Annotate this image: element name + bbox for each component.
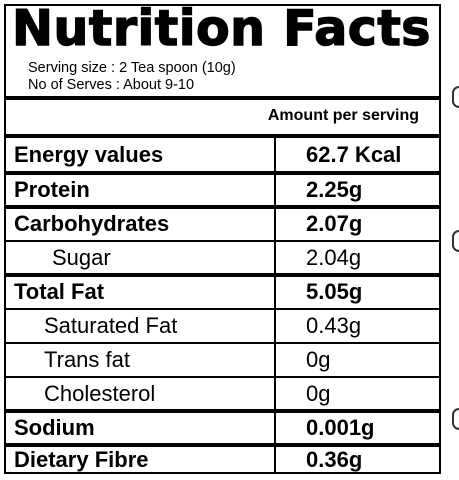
- row-divider: [6, 376, 439, 378]
- amount-divider: [6, 134, 439, 138]
- row-divider: [6, 443, 439, 447]
- nutrient-name: Trans fat: [44, 347, 130, 372]
- nutrient-row-trans-fat: Trans fat 0g: [6, 343, 439, 376]
- edge-fragment: [452, 86, 459, 108]
- nutrient-value: 0.36g: [306, 447, 363, 472]
- header-divider: [6, 96, 439, 100]
- row-divider: [6, 308, 439, 310]
- number-of-serves: No of Serves : About 9-10: [28, 77, 195, 93]
- nutrient-value: 5.05g: [306, 279, 363, 304]
- nutrient-value: 2.25g: [306, 177, 363, 202]
- nutrient-value: 0g: [306, 381, 331, 406]
- nutrition-label: Nutrition Facts Serving size : 2 Tea spo…: [4, 0, 441, 476]
- row-divider: [6, 409, 439, 413]
- nutrient-name: Saturated Fat: [44, 313, 178, 338]
- row-divider: [6, 240, 439, 242]
- serving-size: Serving size : 2 Tea spoon (10g): [28, 60, 236, 76]
- edge-fragment: [452, 230, 459, 252]
- nutrient-name: Energy values: [14, 142, 164, 167]
- nutrient-row-cholesterol: Cholesterol 0g: [6, 377, 439, 410]
- row-divider: [6, 205, 439, 209]
- row-divider: [6, 342, 439, 344]
- edge-fragment: [452, 408, 459, 430]
- nutrient-name: Sugar: [52, 245, 111, 270]
- nutrient-name: Carbohydrates: [14, 211, 170, 236]
- nutrient-value: 0.43g: [306, 313, 362, 338]
- label-title: Nutrition Facts: [11, 0, 431, 58]
- nutrient-name: Cholesterol: [44, 381, 156, 406]
- nutrient-value: 2.04g: [306, 245, 362, 270]
- row-divider: [6, 171, 439, 175]
- nutrient-row-total-fat: Total Fat 5.05g: [6, 275, 439, 308]
- nutrient-value: 0.001g: [306, 415, 375, 440]
- nutrient-row-saturated-fat: Saturated Fat 0.43g: [6, 309, 439, 342]
- amount-per-serving-header: Amount per serving: [267, 107, 419, 124]
- row-divider: [6, 273, 439, 277]
- nutrient-value: 62.7 Kcal: [306, 142, 402, 167]
- nutrient-name: Total Fat: [14, 279, 105, 304]
- nutrient-row-sugar: Sugar 2.04g: [6, 241, 439, 274]
- nutrient-row-sodium: Sodium 0.001g: [6, 411, 439, 444]
- nutrient-name: Protein: [14, 177, 90, 202]
- column-divider: [274, 136, 276, 474]
- nutrient-name: Dietary Fibre: [14, 447, 149, 472]
- nutrient-row-protein: Protein 2.25g: [6, 173, 439, 206]
- nutrient-row-energy: Energy values 62.7 Kcal: [6, 138, 439, 171]
- nutrient-row-dietary-fibre: Dietary Fibre 0.36g: [6, 443, 439, 476]
- nutrient-row-carbohydrates: Carbohydrates 2.07g: [6, 207, 439, 240]
- nutrient-value: 0g: [306, 347, 331, 372]
- nutrient-value: 2.07g: [306, 211, 363, 236]
- nutrient-name: Sodium: [14, 415, 95, 440]
